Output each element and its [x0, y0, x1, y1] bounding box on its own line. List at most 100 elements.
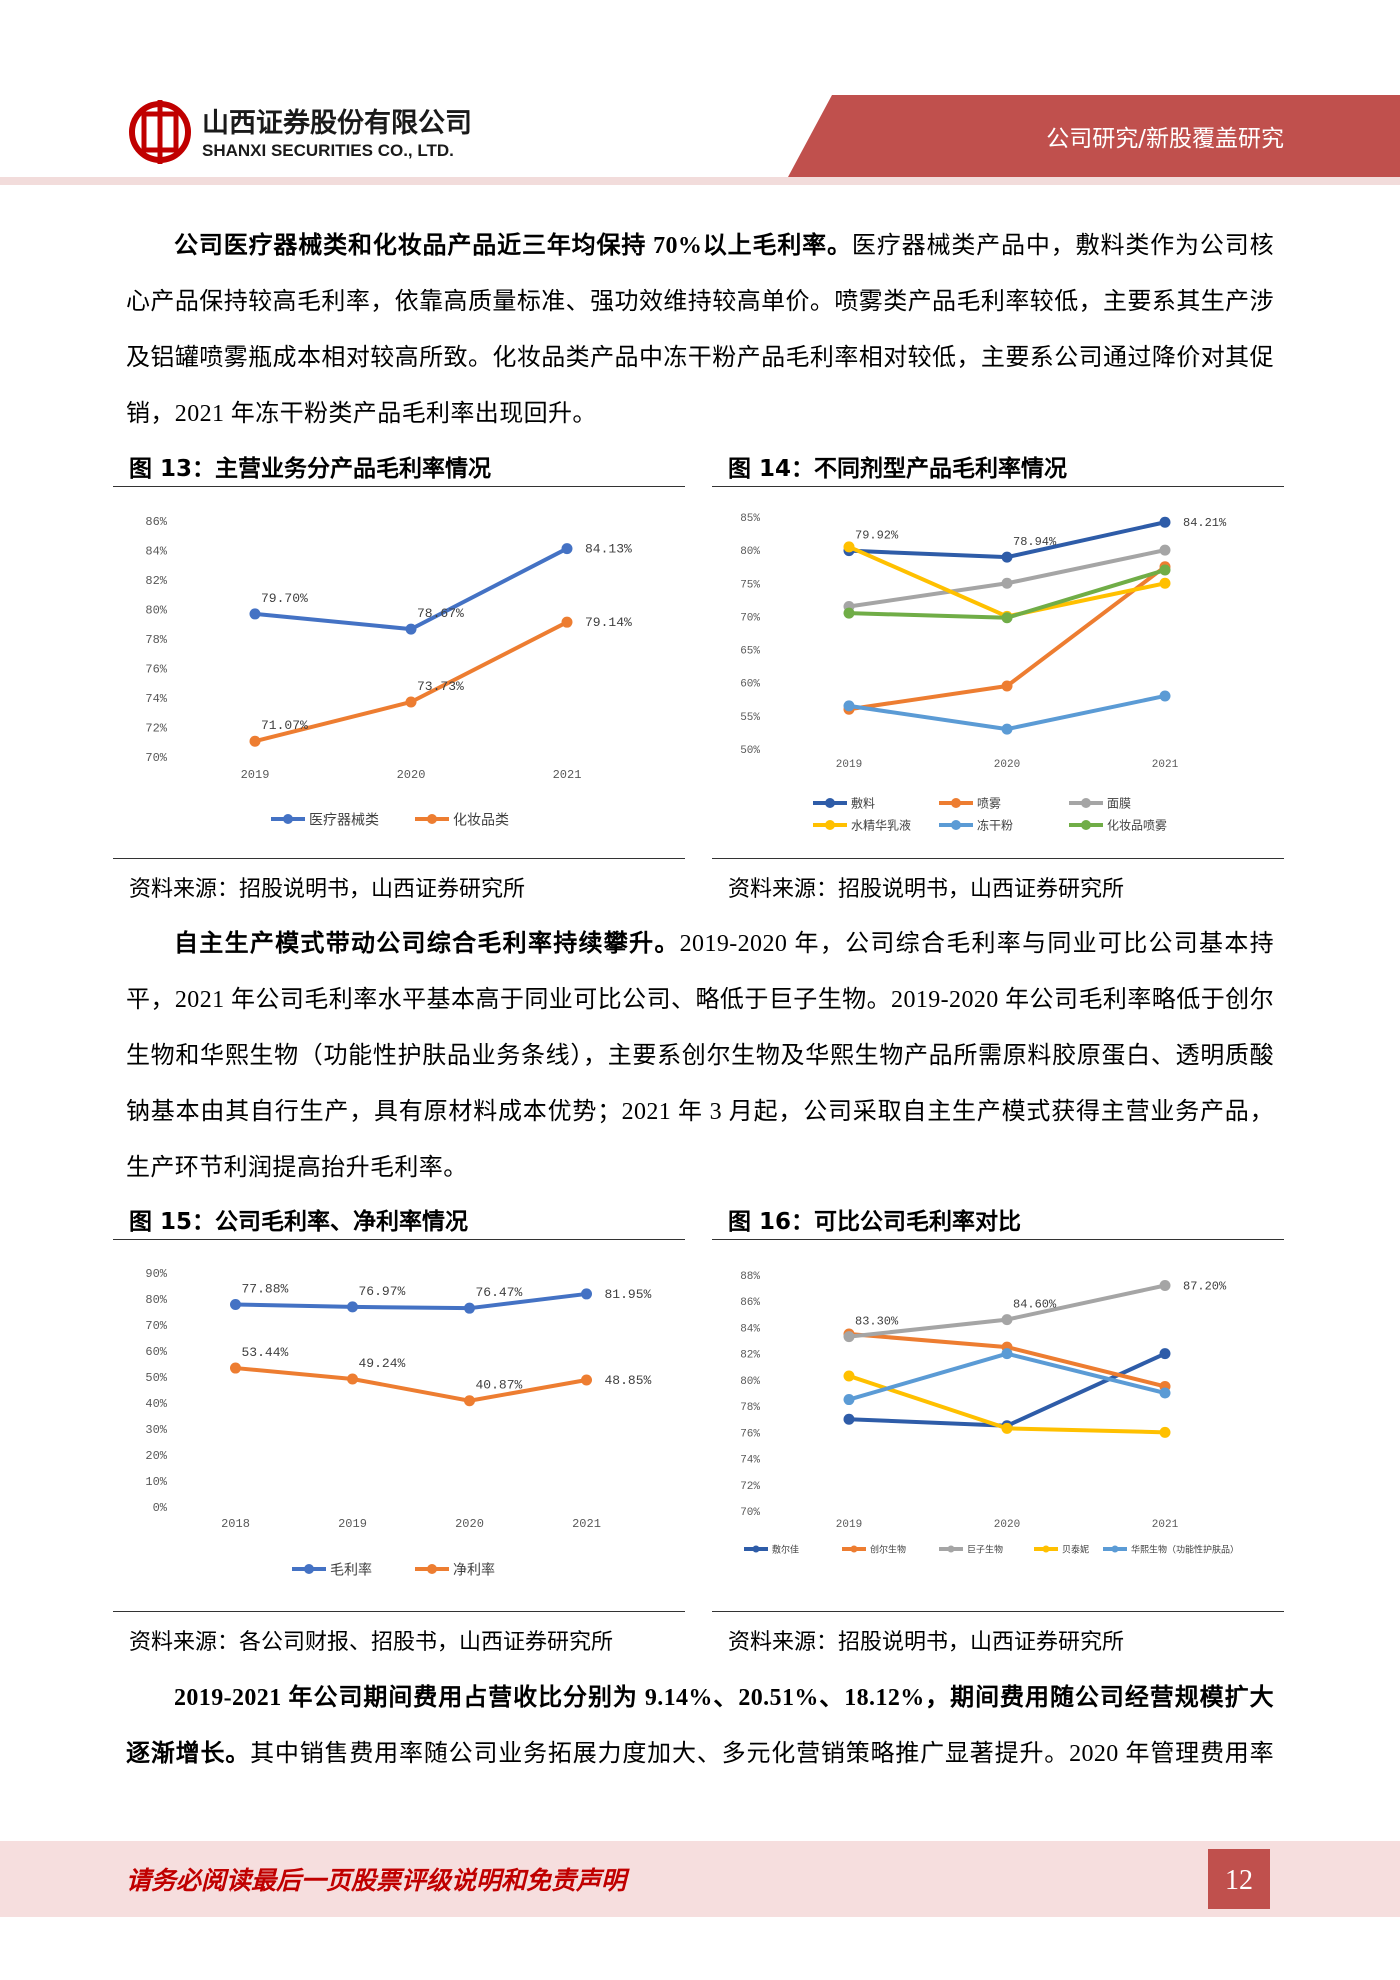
disclaimer: 请务必阅读最后一页股票评级说明和免责声明 [126, 1866, 630, 1895]
y-tick-label: 72% [145, 722, 167, 736]
x-tick-label: 2018 [221, 1517, 250, 1531]
legend-label: 化妆品类 [453, 812, 509, 828]
figure: 图 16：可比公司毛利率对比 70% 72% 74% 76% 78% 80% 82% 84% 8… [712, 1205, 1284, 1660]
y-tick-label: 40% [145, 1397, 167, 1411]
figure: 图 13：主营业务分产品毛利率情况 70% 72% 74% 76% 78% 80% 82% 8… [113, 452, 685, 907]
y-tick-label: 84% [740, 1323, 760, 1335]
legend-swatch [1081, 798, 1091, 808]
y-tick-label: 65% [740, 646, 760, 658]
legend-label: 毛利率 [330, 1561, 372, 1578]
y-tick-label: 82% [145, 574, 167, 588]
data-label: 87.20% [1183, 1279, 1227, 1293]
figure-source: 资料来源：招股说明书，山西证券研究所 [728, 1630, 1125, 1655]
point [1159, 690, 1171, 702]
legend-label: 冻干粉 [977, 818, 1013, 833]
legend-label: 面膜 [1107, 797, 1131, 811]
point [843, 1331, 855, 1343]
legend-swatch [850, 1545, 858, 1553]
point [1001, 577, 1013, 589]
point [1001, 1348, 1013, 1360]
figure-title: 图 16：可比公司毛利率对比 [728, 1209, 1022, 1235]
chart: 50% 55% 60% 65% 70% 75% 80% 85% 2019 2020 2021 79.9… [740, 513, 1227, 833]
logo [129, 100, 191, 164]
rule [113, 1239, 685, 1240]
series-line [254, 546, 568, 632]
point [405, 623, 417, 635]
y-tick-label: 0% [153, 1501, 168, 1515]
header: 山西证券股份有限公司 SHANXI SECURITIES CO., LTD. 公… [0, 95, 1400, 185]
y-tick-label: 80% [740, 1376, 760, 1388]
data-label: 79.92% [855, 529, 899, 543]
legend-swatch [304, 1564, 314, 1574]
figure: 图 14：不同剂型产品毛利率情况 50% 55% 60% 65% 70% 75% 80% 85… [712, 452, 1284, 907]
point [1159, 564, 1171, 576]
data-label: 84.21% [1183, 516, 1227, 530]
x-tick-label: 2021 [553, 768, 582, 782]
point [1001, 723, 1013, 735]
bold-text: 2019-2021 年公司期间费用占营收比分别为 9.14%、20.51%、18… [126, 1685, 1274, 1767]
legend-label: 创尔生物 [870, 1543, 906, 1555]
y-tick-label: 55% [740, 712, 760, 724]
data-label: 84.13% [585, 542, 632, 557]
figure-title: 图 14：不同剂型产品毛利率情况 [728, 456, 1068, 482]
data-label: 83.30% [855, 1315, 899, 1329]
y-tick-label: 80% [740, 546, 760, 558]
point [843, 1413, 855, 1425]
data-label: 81.95% [605, 1287, 652, 1302]
y-tick-label: 70% [740, 612, 760, 624]
y-tick-label: 75% [740, 579, 760, 591]
footer-band [0, 1841, 1400, 1917]
figure-source: 资料来源：招股说明书，山西证券研究所 [129, 877, 526, 902]
point [561, 616, 573, 628]
y-tick-label: 72% [740, 1481, 760, 1493]
y-tick-label: 74% [740, 1455, 760, 1467]
legend-swatch [947, 1545, 955, 1553]
y-tick-label: 76% [145, 663, 167, 677]
company-en: SHANXI SECURITIES CO., LTD. [202, 141, 454, 160]
point [561, 543, 573, 555]
legend-swatch [1042, 1545, 1050, 1553]
data-label: 76.47% [476, 1285, 523, 1300]
legend-swatch [1081, 820, 1091, 830]
page-number: 12 [1225, 1865, 1253, 1896]
point [1159, 1348, 1171, 1360]
legend-swatch [752, 1545, 760, 1553]
figure: 图 15：公司毛利率、净利率情况 0% 10% 20% 30% 40% 50% 60% 70%… [113, 1205, 685, 1660]
legend-swatch [825, 798, 835, 808]
y-tick-label: 50% [740, 745, 760, 757]
legend-label: 医疗器械类 [309, 812, 379, 828]
rule [712, 1239, 1284, 1240]
legend-label: 巨子生物 [967, 1543, 1003, 1555]
y-tick-label: 76% [740, 1428, 760, 1440]
y-tick-label: 88% [740, 1271, 760, 1283]
y-tick-label: 86% [740, 1297, 760, 1309]
y-tick-label: 70% [740, 1507, 760, 1519]
y-tick-label: 70% [145, 1319, 167, 1333]
point [843, 607, 855, 619]
text: 2019-2020 年，公司综合毛利率与同业可比公司基本持平，2021 年公司毛… [126, 931, 1275, 1181]
rule [113, 858, 685, 859]
figure-source: 资料来源：各公司财报、招股书，山西证券研究所 [129, 1630, 614, 1655]
header-rule [0, 177, 1400, 185]
bold-text: 自主生产模式带动公司综合毛利率持续攀升。 [174, 931, 680, 957]
point [581, 1374, 592, 1386]
rule [712, 1611, 1284, 1612]
point [843, 1370, 855, 1382]
header-band [788, 95, 1400, 177]
y-tick-label: 60% [145, 1345, 167, 1359]
legend-label: 水精华乳液 [851, 818, 911, 833]
section-label: 公司研究/新股覆盖研究 [1046, 126, 1284, 152]
data-label: 78.67% [417, 606, 464, 621]
point [230, 1299, 241, 1311]
data-label: 76.97% [359, 1284, 406, 1299]
data-label: 71.07% [261, 718, 308, 733]
rule [712, 858, 1284, 859]
chart: 0% 10% 20% 30% 40% 50% 60% 70% 80% 90% 2018 2019 202… [145, 1267, 652, 1578]
series-line [235, 1366, 587, 1403]
point [1159, 577, 1171, 589]
legend-swatch [951, 798, 961, 808]
chart: 70% 72% 74% 76% 78% 80% 82% 84% 86% 2019 2020 2021 7… [145, 515, 632, 828]
point [464, 1395, 475, 1407]
data-label: 40.87% [476, 1378, 523, 1393]
point [1159, 544, 1171, 556]
